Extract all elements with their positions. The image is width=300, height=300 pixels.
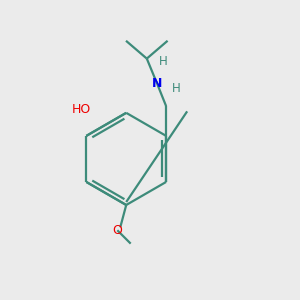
Text: HO: HO [71,103,91,116]
Text: N: N [152,77,162,90]
Text: H: H [172,82,181,95]
Text: O: O [112,224,122,237]
Text: H: H [159,55,167,68]
